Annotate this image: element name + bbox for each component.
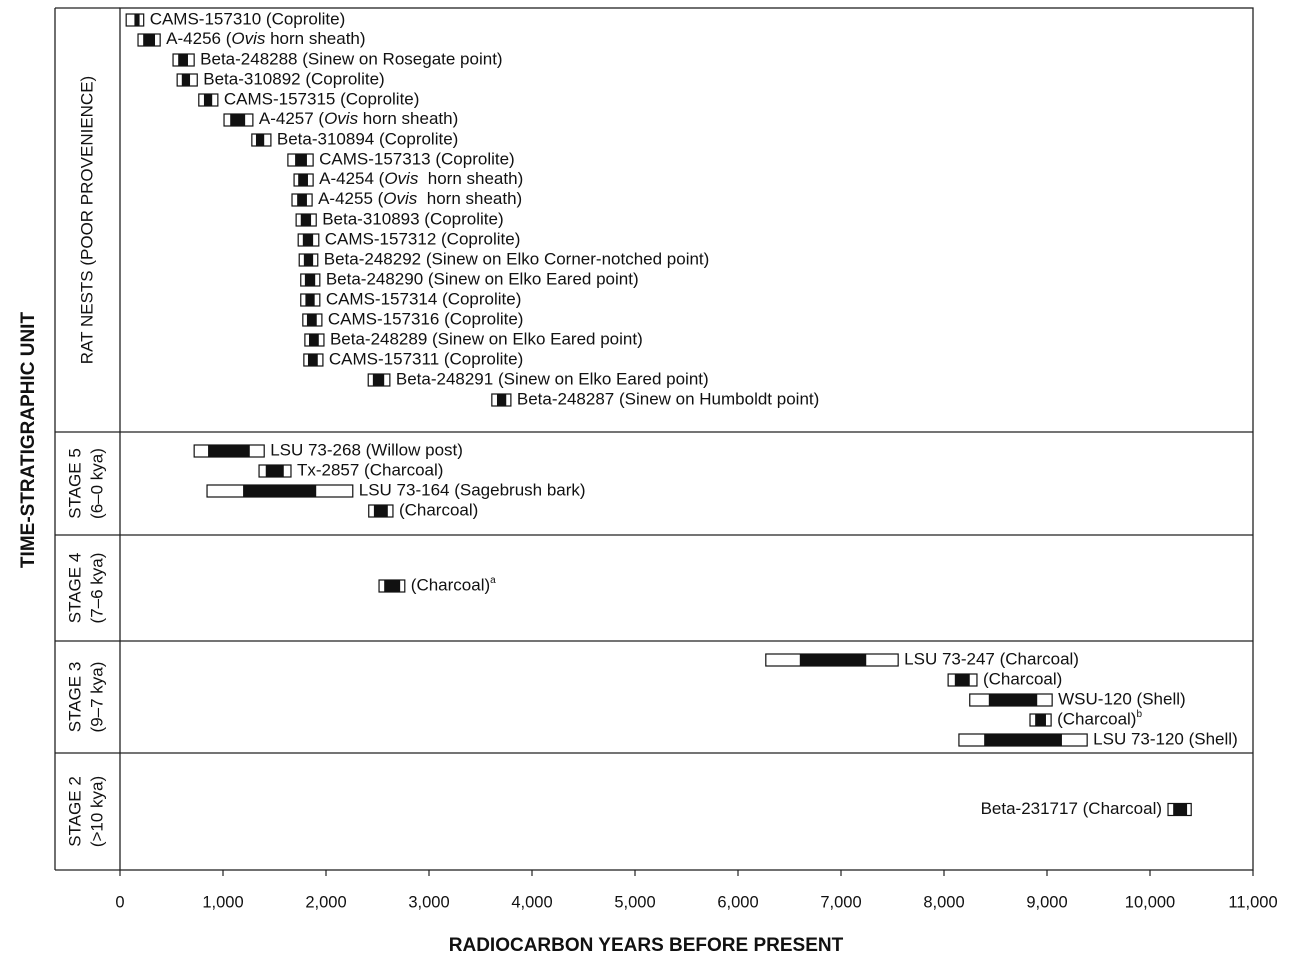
range-1sigma	[298, 174, 308, 186]
group-name: RAT NESTS (POOR PROVENIENCE)	[77, 76, 96, 364]
date-label: A-4256 (Ovis horn sheath)	[166, 29, 365, 48]
range-1sigma	[265, 465, 284, 477]
range-1sigma	[372, 374, 385, 386]
group-subtitle: (9–7 kya)	[87, 662, 106, 733]
date-label: A-4257 (Ovis horn sheath)	[259, 109, 458, 128]
range-1sigma	[373, 505, 388, 517]
range-1sigma	[307, 354, 318, 366]
date-label: Beta-248288 (Sinew on Rosegate point)	[200, 49, 502, 68]
range-1sigma	[305, 294, 315, 306]
range-1sigma	[988, 694, 1038, 706]
date-label: (Charcoal)b	[1057, 709, 1142, 729]
group-name: STAGE 4	[65, 553, 84, 624]
footnote-mark: b	[1136, 709, 1142, 720]
range-1sigma	[302, 234, 314, 246]
range-1sigma	[143, 34, 156, 46]
x-tick-label: 8,000	[923, 893, 964, 911]
range-1sigma	[208, 445, 250, 457]
group-name: STAGE 2	[65, 776, 84, 847]
x-tick-label: 3,000	[408, 893, 449, 911]
date-label: Beta-248287 (Sinew on Humboldt point)	[517, 389, 819, 408]
x-tick-label: 4,000	[511, 893, 552, 911]
date-label: LSU 73-247 (Charcoal)	[904, 649, 1079, 668]
range-1sigma	[496, 394, 507, 406]
range-1sigma	[1035, 714, 1046, 726]
date-label: CAMS-157312 (Coprolite)	[325, 229, 521, 248]
range-1sigma	[297, 194, 307, 206]
x-tick-label: 11,000	[1228, 893, 1277, 911]
range-1sigma	[954, 674, 970, 686]
x-tick-label: 7,000	[820, 893, 861, 911]
range-1sigma	[300, 214, 312, 226]
date-label: Beta-248291 (Sinew on Elko Eared point)	[396, 369, 709, 388]
date-label: LSU 73-164 (Sagebrush bark)	[359, 480, 586, 499]
range-1sigma	[984, 734, 1062, 746]
date-label: (Charcoal)a	[411, 575, 496, 595]
date-label: WSU-120 (Shell)	[1058, 689, 1186, 708]
x-axis-title: RADIOCARBON YEARS BEFORE PRESENT	[449, 935, 844, 956]
range-1sigma	[255, 134, 265, 146]
date-label: (Charcoal)	[399, 500, 478, 519]
range-1sigma	[306, 314, 317, 326]
date-label: LSU 73-120 (Shell)	[1093, 729, 1238, 748]
date-label: CAMS-157315 (Coprolite)	[224, 89, 420, 108]
group-subtitle: (>10 kya)	[87, 776, 106, 847]
group-subtitle: (6–0 kya)	[87, 448, 106, 519]
range-1sigma	[309, 334, 319, 346]
date-label: (Charcoal)	[983, 669, 1062, 688]
date-label: Beta-310894 (Coprolite)	[277, 129, 458, 148]
x-tick-label: 1,000	[202, 893, 243, 911]
footnote-mark: a	[490, 575, 496, 586]
date-label: Tx-2857 (Charcoal)	[297, 460, 443, 479]
x-tick-label: 5,000	[614, 893, 655, 911]
x-tick-label: 2,000	[305, 893, 346, 911]
x-tick-label: 9,000	[1026, 893, 1067, 911]
range-1sigma	[178, 54, 188, 66]
date-label: CAMS-157311 (Coprolite)	[329, 349, 523, 368]
date-label: A-4254 (Ovis horn sheath)	[319, 169, 523, 188]
date-label: Beta-248289 (Sinew on Elko Eared point)	[330, 329, 643, 348]
date-label: Beta-248292 (Sinew on Elko Corner-notche…	[324, 249, 710, 268]
date-label: CAMS-157316 (Coprolite)	[328, 309, 524, 328]
date-label: CAMS-157310 (Coprolite)	[150, 9, 346, 28]
range-1sigma	[304, 274, 316, 286]
date-label: CAMS-157313 (Coprolite)	[319, 149, 515, 168]
y-axis-title: TIME-STRATIGRAPHIC UNIT	[18, 312, 39, 569]
group-name: STAGE 3	[65, 662, 84, 733]
range-1sigma	[230, 114, 246, 126]
range-1sigma	[799, 654, 867, 666]
range-1sigma	[134, 14, 140, 26]
date-label: A-4255 (Ovis horn sheath)	[318, 189, 522, 208]
range-1sigma	[203, 94, 213, 106]
range-1sigma	[295, 154, 307, 166]
date-label: Beta-310893 (Coprolite)	[322, 209, 503, 228]
x-tick-label: 10,000	[1125, 893, 1175, 911]
date-label: Beta-310892 (Coprolite)	[203, 69, 384, 88]
x-tick-label: 6,000	[717, 893, 758, 911]
date-label: CAMS-157314 (Coprolite)	[326, 289, 522, 308]
range-1sigma	[384, 580, 401, 592]
range-1sigma	[243, 485, 317, 497]
range-1sigma	[1173, 803, 1188, 816]
plot-frame	[119, 7, 1254, 871]
date-label: Beta-231717 (Charcoal)	[981, 799, 1162, 818]
group-name: STAGE 5	[65, 448, 84, 519]
range-1sigma	[303, 254, 314, 266]
range-1sigma	[181, 74, 191, 86]
date-label: Beta-248290 (Sinew on Elko Eared point)	[326, 269, 639, 288]
group-subtitle: (7–6 kya)	[87, 553, 106, 624]
x-tick-label: 0	[115, 893, 124, 911]
date-label: LSU 73-268 (Willow post)	[270, 440, 463, 459]
